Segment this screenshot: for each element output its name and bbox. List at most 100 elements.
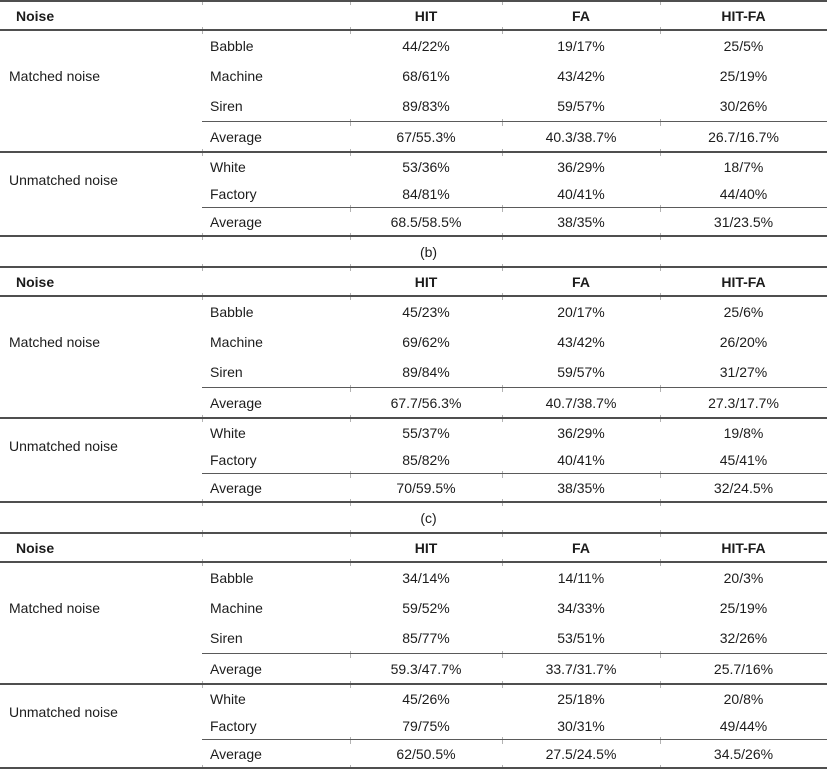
column-tick bbox=[502, 0, 503, 5]
table-rule bbox=[0, 149, 827, 156]
table-caption-row: (b) bbox=[0, 237, 827, 266]
noise-type-cell: White bbox=[210, 690, 246, 707]
noise-type-cell: Factory bbox=[210, 185, 257, 202]
column-tick bbox=[502, 471, 503, 478]
table-row: Siren 89/84% 59/57% 31/27% bbox=[202, 357, 827, 387]
noise-type-cell: Siren bbox=[210, 98, 243, 114]
header-hitfa-label: HIT-FA bbox=[721, 539, 766, 556]
column-tick bbox=[350, 737, 351, 744]
header-fa-label: FA bbox=[572, 273, 590, 290]
column-tick bbox=[660, 737, 661, 744]
hitfa-cell: 20/8% bbox=[723, 690, 764, 707]
group-label: Matched noise bbox=[9, 68, 101, 84]
average-fa-cell: 38/35% bbox=[557, 479, 605, 496]
table-rule bbox=[0, 385, 827, 392]
noise-type-cell: Machine bbox=[210, 68, 263, 84]
column-tick bbox=[502, 385, 503, 392]
average-row: Average 68.5/58.5% 38/35% 31/23.5% bbox=[0, 208, 827, 235]
fa-cell: 43/42% bbox=[557, 68, 605, 84]
group-label: Matched noise bbox=[9, 334, 101, 350]
noise-type-cell: Factory bbox=[210, 451, 257, 468]
average-hitfa-cell: 32/24.5% bbox=[713, 479, 774, 496]
table-rule bbox=[0, 27, 827, 34]
group-label: Matched noise bbox=[9, 600, 101, 616]
table-row: White 55/37% 36/29% 19/8% bbox=[202, 419, 827, 446]
hitfa-cell: 49/44% bbox=[719, 717, 768, 734]
header-hitfa-label: HIT-FA bbox=[721, 273, 766, 290]
average-row: Average 59.3/47.7% 33.7/31.7% 25.7/16% bbox=[0, 654, 827, 683]
data-table: Noise HIT FA HIT-FA Matched noise Babble 45/23… bbox=[0, 264, 827, 506]
column-tick bbox=[350, 205, 351, 212]
table-rule bbox=[0, 205, 827, 212]
rule-line bbox=[0, 501, 827, 503]
hit-cell: 55/37% bbox=[402, 424, 450, 441]
table-caption-row: (c) bbox=[0, 503, 827, 532]
average-spacer bbox=[0, 654, 202, 683]
average-label: Average bbox=[210, 745, 262, 762]
fa-cell: 36/29% bbox=[557, 158, 605, 175]
hit-cell: 68/61% bbox=[402, 68, 450, 84]
table-caption: (b) bbox=[419, 243, 438, 260]
hitfa-cell: 18/7% bbox=[723, 158, 764, 175]
average-fa-cell: 38/35% bbox=[557, 213, 605, 230]
noise-group: Unmatched noise White 53/36% 36/29% 18/7% Fac… bbox=[0, 153, 827, 207]
column-tick bbox=[350, 119, 351, 126]
rule-line bbox=[202, 121, 827, 122]
average-hitfa-cell: 27.3/17.7% bbox=[708, 394, 779, 411]
table-caption: (c) bbox=[420, 509, 437, 526]
table-row: Machine 68/61% 43/42% 25/19% bbox=[202, 61, 827, 91]
hit-cell: 34/14% bbox=[402, 570, 450, 586]
average-spacer bbox=[0, 122, 202, 151]
average-label: Average bbox=[210, 660, 262, 677]
noise-group: Matched noise Babble 45/23% 20/17% 25/6% Mach… bbox=[0, 297, 827, 387]
header-fa-label: FA bbox=[572, 539, 590, 556]
rule-line bbox=[0, 417, 827, 419]
average-fa-cell: 33.7/31.7% bbox=[545, 660, 617, 677]
noise-type-cell: White bbox=[210, 158, 246, 175]
hitfa-cell: 25/19% bbox=[719, 600, 768, 616]
table-rule bbox=[0, 0, 827, 5]
column-tick bbox=[350, 385, 351, 392]
noise-type-cell: Machine bbox=[210, 334, 263, 350]
group-label: Unmatched noise bbox=[9, 438, 118, 454]
table-row: Machine 69/62% 43/42% 26/20% bbox=[202, 327, 827, 357]
noise-group: Matched noise Babble 34/14% 14/11% 20/3% Mach… bbox=[0, 563, 827, 653]
hit-cell: 85/82% bbox=[402, 451, 450, 468]
hitfa-cell: 25/6% bbox=[723, 304, 764, 320]
rule-line bbox=[0, 767, 827, 769]
table-row: White 45/26% 25/18% 20/8% bbox=[202, 685, 827, 712]
fa-cell: 14/11% bbox=[557, 570, 605, 586]
rule-line bbox=[0, 295, 827, 297]
column-tick bbox=[660, 471, 661, 478]
header-noise-label: Noise bbox=[16, 273, 55, 290]
fa-cell: 59/57% bbox=[557, 364, 605, 380]
hit-cell: 69/62% bbox=[402, 334, 450, 350]
table-rule bbox=[0, 471, 827, 478]
average-label: Average bbox=[210, 394, 262, 411]
table-row: Factory 85/82% 40/41% 45/41% bbox=[202, 446, 827, 473]
hitfa-cell: 26/20% bbox=[719, 334, 768, 350]
rule-line bbox=[0, 266, 827, 268]
rule-line bbox=[202, 207, 827, 208]
noise-type-cell: Babble bbox=[210, 570, 254, 586]
noise-group: Matched noise Babble 44/22% 19/17% 25/5% Mach… bbox=[0, 31, 827, 121]
column-tick bbox=[502, 651, 503, 658]
group-label: Unmatched noise bbox=[9, 704, 118, 720]
header-noise-label: Noise bbox=[16, 539, 55, 556]
table-row: Factory 79/75% 30/31% 49/44% bbox=[202, 712, 827, 739]
table-rule bbox=[0, 737, 827, 744]
noise-group: Unmatched noise White 45/26% 25/18% 20/8% Fac… bbox=[0, 685, 827, 739]
average-spacer bbox=[0, 208, 202, 235]
table-row: Factory 84/81% 40/41% 44/40% bbox=[202, 180, 827, 207]
header-spacer bbox=[202, 534, 350, 561]
table-rule bbox=[0, 119, 827, 126]
hitfa-cell: 44/40% bbox=[719, 185, 768, 202]
table-rule bbox=[0, 681, 827, 688]
fa-cell: 30/31% bbox=[557, 717, 605, 734]
fa-cell: 43/42% bbox=[557, 334, 605, 350]
noise-type-cell: Siren bbox=[210, 364, 243, 380]
hitfa-cell: 45/41% bbox=[719, 451, 768, 468]
hit-cell: 84/81% bbox=[402, 185, 450, 202]
fa-cell: 36/29% bbox=[557, 424, 605, 441]
